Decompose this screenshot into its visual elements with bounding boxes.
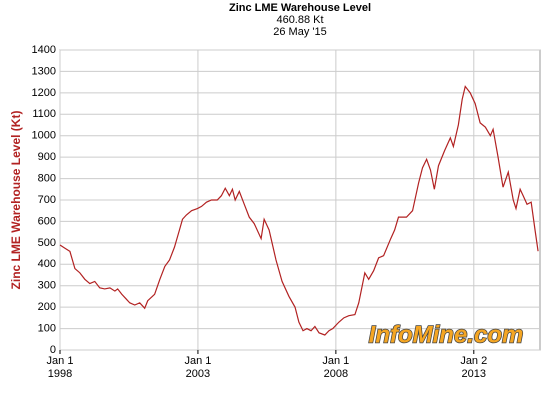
x-tick-label: Jan 1 2008 [322, 355, 350, 380]
y-tick-label: 200 [38, 301, 56, 313]
x-tick-label: Jan 1 2003 [184, 355, 212, 380]
y-tick-label: 600 [38, 215, 56, 227]
y-tick-label: 100 [38, 322, 56, 334]
x-tick-label: Jan 2 2013 [460, 355, 488, 380]
x-tick-label: Jan 1 1998 [46, 355, 74, 380]
y-tick-label: 400 [38, 258, 56, 270]
chart-title: Zinc LME Warehouse Level [229, 2, 371, 14]
y-tick-label: 700 [38, 194, 56, 206]
y-axis-label: Zinc LME Warehouse Level (Kt) [9, 111, 23, 290]
chart-subtitle: 460.88 Kt [276, 14, 323, 26]
y-tick-label: 800 [38, 172, 56, 184]
y-tick-label: 1100 [32, 108, 56, 120]
y-tick-label: 1000 [32, 130, 56, 142]
watermark: InfoMine.com [369, 321, 524, 348]
series-line [59, 85, 539, 336]
y-tick-label: 1200 [32, 87, 56, 99]
y-tick-label: 0 [50, 344, 56, 356]
y-tick-label: 300 [38, 280, 56, 292]
y-tick-label: 1300 [32, 65, 56, 77]
y-tick-label: 900 [38, 151, 56, 163]
y-tick-label: 1400 [32, 44, 56, 56]
y-tick-label: 500 [38, 237, 56, 249]
chart-date: 26 May '15 [273, 26, 326, 38]
